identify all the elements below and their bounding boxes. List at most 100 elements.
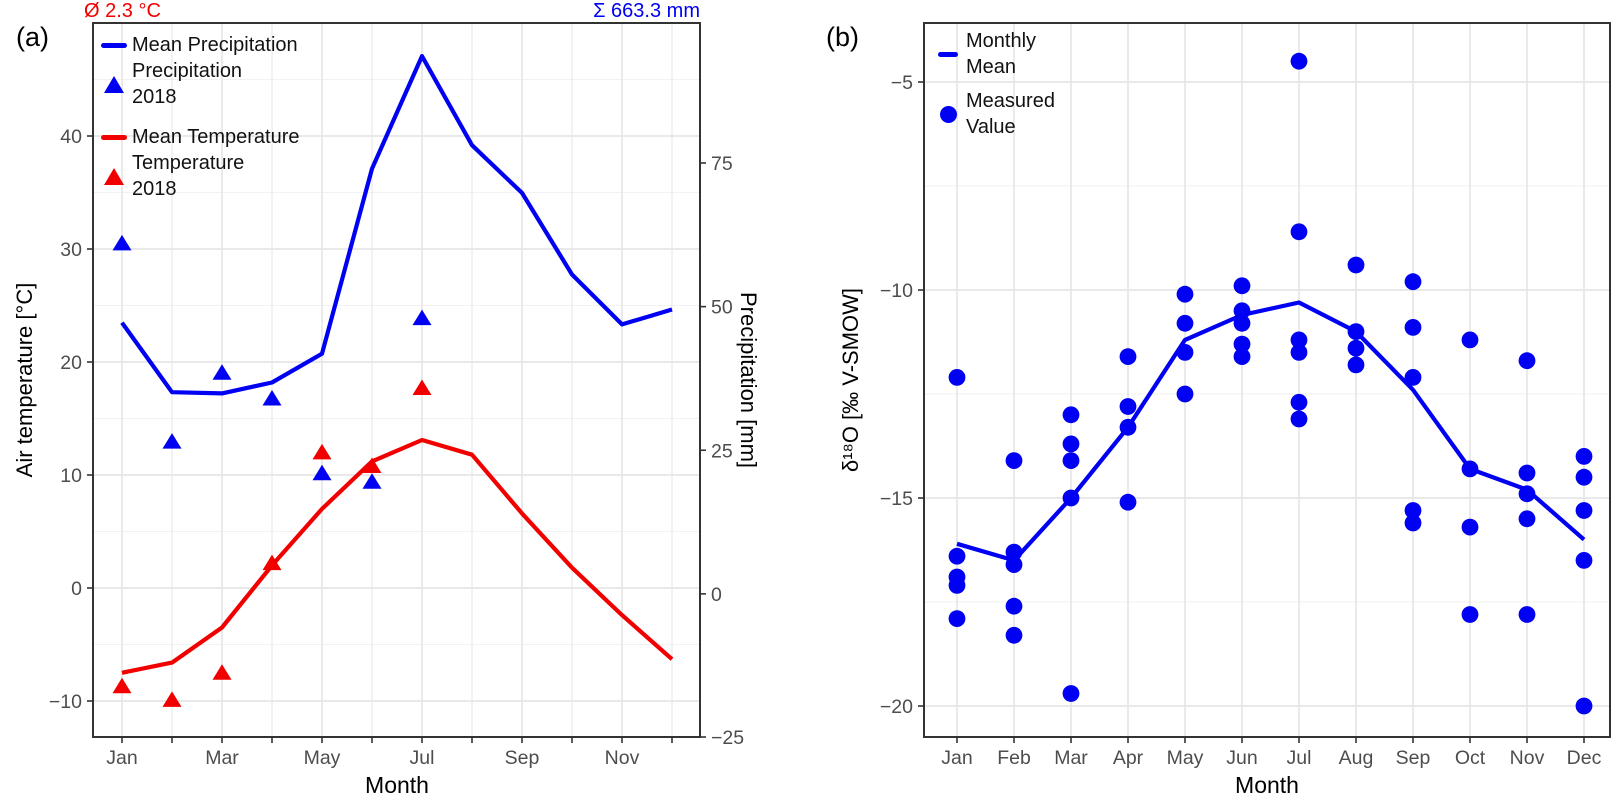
panel-a-left-axis-title: Air temperature [°C] bbox=[12, 282, 37, 478]
y-tick-label: −10 bbox=[49, 691, 82, 713]
x-tick-label: Mar bbox=[205, 747, 239, 769]
sum-precipitation-annotation: Σ 663.3 mm bbox=[593, 0, 700, 22]
legend-item-precipitation-2018: Precipitation 2018 bbox=[96, 58, 242, 110]
measured-value-point bbox=[1005, 452, 1023, 469]
plot-background bbox=[93, 23, 700, 737]
measured-value-point bbox=[1062, 489, 1080, 507]
x-tick-label: Sep bbox=[505, 747, 540, 769]
measured-value-point bbox=[1290, 393, 1308, 411]
y-tick-label: 20 bbox=[60, 352, 82, 374]
x-tick-label: Oct bbox=[1455, 747, 1486, 769]
measured-value-point bbox=[1290, 331, 1308, 349]
measured-value-point bbox=[1461, 518, 1479, 536]
measured-value-point bbox=[1119, 418, 1137, 436]
mean-precipitation-line bbox=[120, 53, 673, 396]
measured-value-point bbox=[1005, 543, 1023, 561]
x-tick-label: Jan bbox=[106, 747, 137, 769]
panel-a-right-axis-title: Precipitation [mm] bbox=[736, 291, 761, 469]
legend-item-measured-value: Measured Value bbox=[930, 88, 1055, 140]
x-tick-label: Dec bbox=[1567, 747, 1602, 769]
y-tick-label: 10 bbox=[60, 465, 82, 487]
measured-value-point bbox=[1005, 556, 1023, 573]
measured-value-point bbox=[1518, 606, 1536, 623]
panel-a-label: (a) bbox=[16, 22, 49, 52]
measured-value-point bbox=[1404, 273, 1422, 291]
measured-value-point bbox=[1575, 468, 1593, 486]
measured-value-point bbox=[1233, 277, 1251, 295]
measured-value-point bbox=[1176, 344, 1194, 361]
measured-value-point bbox=[1575, 448, 1593, 465]
plot-background bbox=[924, 23, 1610, 737]
measured-value-point bbox=[1518, 485, 1536, 503]
measured-value-point bbox=[948, 577, 966, 594]
x-tick-label: Jul bbox=[1287, 747, 1312, 769]
measured-value-point bbox=[948, 610, 966, 627]
x-tick-label: Jul bbox=[410, 747, 435, 769]
precipitation-2018-marker bbox=[262, 390, 282, 406]
measured-value-point bbox=[1518, 464, 1536, 482]
measured-value-point bbox=[1518, 510, 1536, 528]
legend-label: Precipitation 2018 bbox=[132, 60, 243, 108]
measured-value-point bbox=[1290, 344, 1308, 361]
panel-a-x-axis-title: Month bbox=[365, 772, 429, 798]
legend-item-mean-precipitation: Mean Precipitation bbox=[96, 30, 298, 60]
measured-value-point bbox=[948, 547, 966, 565]
x-tick-label: May bbox=[1167, 747, 1204, 769]
legend-item-mean-temperature: Mean Temperature bbox=[96, 122, 300, 152]
legend-item-temperature-2018: Temperature 2018 bbox=[96, 150, 244, 202]
x-tick-label: Jun bbox=[1226, 747, 1257, 769]
measured-value-point bbox=[1404, 514, 1422, 532]
x-tick-label: Nov bbox=[605, 747, 640, 769]
y2-tick-label: 25 bbox=[711, 440, 733, 462]
x-tick-label: Feb bbox=[997, 747, 1031, 769]
temperature-2018-marker bbox=[212, 664, 232, 680]
y-tick-label: 30 bbox=[60, 239, 82, 261]
measured-value-point bbox=[1005, 597, 1023, 615]
measured-value-point bbox=[1575, 552, 1593, 569]
measured-value-point bbox=[1461, 331, 1479, 349]
temperature-2018-marker bbox=[162, 691, 182, 707]
measured-value-point bbox=[1119, 493, 1137, 511]
measured-value-point bbox=[1062, 452, 1080, 469]
x-tick-label: May bbox=[304, 747, 341, 769]
y-tick-label: −5 bbox=[891, 72, 913, 94]
precipitation-2018-marker bbox=[312, 464, 332, 481]
measured-value-point bbox=[1347, 256, 1365, 274]
y2-tick-label: 75 bbox=[711, 153, 733, 175]
measured-value-point bbox=[1062, 406, 1080, 424]
measured-value-point bbox=[1233, 335, 1251, 353]
legend-label: Temperature 2018 bbox=[132, 152, 245, 200]
y2-tick-label: −25 bbox=[711, 727, 744, 749]
panel-b-label: (b) bbox=[826, 22, 859, 52]
measured-value-point bbox=[1119, 398, 1137, 415]
measured-value-point bbox=[1290, 410, 1308, 428]
measured-value-point bbox=[1062, 435, 1080, 453]
measured-value-point bbox=[1176, 285, 1194, 303]
measured-value-point bbox=[1518, 352, 1536, 370]
measured-value-point bbox=[1290, 52, 1308, 70]
measured-value-point bbox=[1347, 356, 1365, 374]
mean-temperature-annotation: Ø 2.3 °C bbox=[84, 0, 161, 22]
legend-label: Measured Value bbox=[966, 90, 1055, 138]
measured-value-point bbox=[1176, 385, 1194, 403]
x-tick-label: Aug bbox=[1339, 747, 1374, 769]
measured-value-point bbox=[1062, 685, 1080, 702]
measured-value-point bbox=[1404, 502, 1422, 519]
legend-label: Monthly Mean bbox=[966, 30, 1037, 78]
precipitation-2018-marker bbox=[112, 234, 132, 251]
mean-temperature-line-glyph bbox=[101, 134, 127, 140]
precipitation-2018-marker bbox=[412, 309, 432, 326]
x-tick-label: Nov bbox=[1510, 747, 1545, 769]
measured-value-point bbox=[1347, 339, 1365, 357]
x-tick-label: Mar bbox=[1054, 747, 1088, 769]
temperature-2018-marker bbox=[412, 379, 432, 395]
measured-value-point bbox=[1575, 502, 1593, 519]
measured-value-point bbox=[1290, 223, 1308, 241]
legend-label: Mean Temperature bbox=[132, 126, 300, 148]
temperature-2018-marker bbox=[312, 443, 332, 460]
measured-value-point bbox=[1575, 697, 1593, 715]
precipitation-2018-marker bbox=[362, 473, 382, 489]
panel-b-plot: Jan Feb Mar Apr May Jun Jul Aug Sep Oct Nov Dec −5 −1… bbox=[880, 22, 1611, 769]
y-tick-label: −20 bbox=[880, 696, 913, 718]
measured-value-point bbox=[1347, 323, 1365, 340]
